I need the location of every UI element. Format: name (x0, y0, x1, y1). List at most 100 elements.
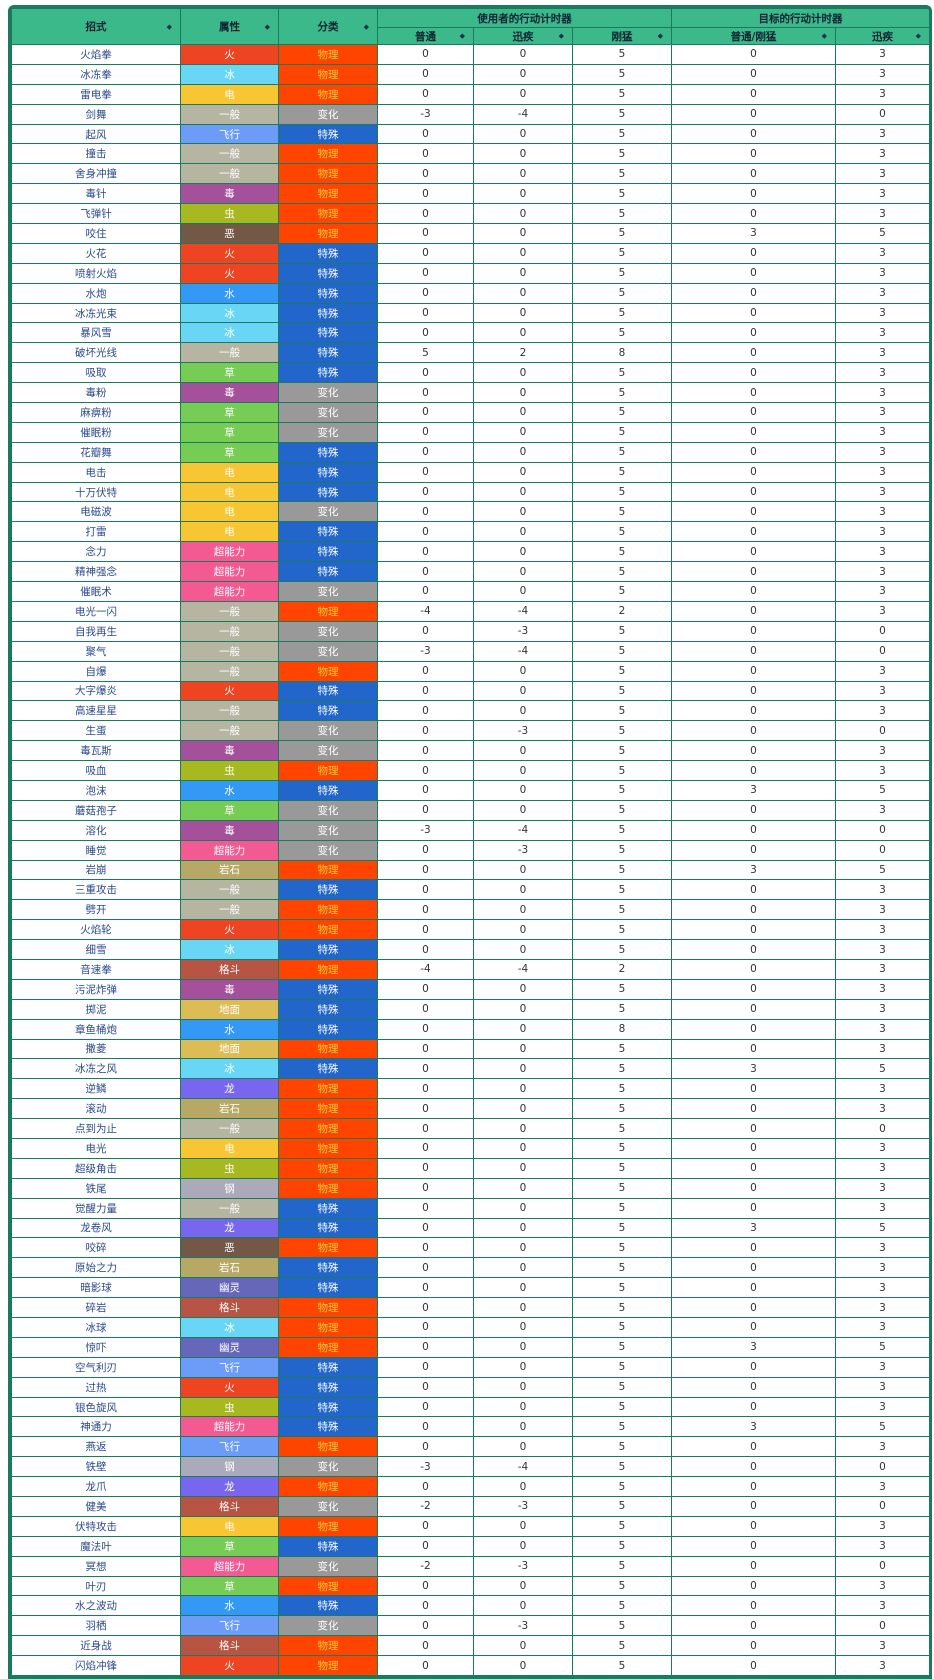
move-name[interactable]: 魔法叶 (11, 1535, 181, 1557)
move-name[interactable]: 银色旋风 (11, 1396, 181, 1418)
move-name[interactable]: 撞击 (11, 143, 181, 165)
move-name[interactable]: 火花 (11, 242, 181, 264)
move-name[interactable]: 催眠术 (11, 581, 181, 602)
move-name[interactable]: 龙卷风 (11, 1217, 181, 1239)
move-name[interactable]: 念力 (11, 541, 181, 563)
move-name[interactable]: 暴风雪 (11, 322, 181, 344)
move-name[interactable]: 睡觉 (11, 839, 181, 861)
move-name[interactable]: 剑舞 (11, 103, 181, 125)
move-name[interactable]: 伏特攻击 (11, 1515, 181, 1537)
move-name[interactable]: 电磁波 (11, 501, 181, 523)
move-name[interactable]: 觉醒力量 (11, 1197, 181, 1219)
move-name[interactable]: 电光 (11, 1137, 181, 1159)
move-name[interactable]: 超级角击 (11, 1157, 181, 1179)
column-header-target-agile[interactable]: 迅疾 (835, 27, 929, 45)
move-name[interactable]: 燕返 (11, 1436, 181, 1458)
move-name[interactable]: 大字爆炎 (11, 680, 181, 702)
category-badge: 特殊 (278, 998, 378, 1020)
user-agile: 0 (473, 163, 573, 185)
move-name[interactable]: 溶化 (11, 819, 181, 841)
column-header-move[interactable]: 招式 (11, 8, 181, 45)
move-name[interactable]: 近身战 (11, 1635, 181, 1657)
column-header-user-normal[interactable]: 普通 (377, 27, 474, 45)
move-name[interactable]: 水之波动 (11, 1595, 181, 1617)
move-name[interactable]: 叶刃 (11, 1575, 181, 1597)
category-badge: 特殊 (278, 1058, 378, 1080)
move-name[interactable]: 聚气 (11, 640, 181, 662)
move-name[interactable]: 铁尾 (11, 1177, 181, 1199)
move-name[interactable]: 水炮 (11, 282, 181, 304)
move-name[interactable]: 细雪 (11, 939, 181, 960)
move-name[interactable]: 起风 (11, 123, 181, 145)
move-name[interactable]: 自我再生 (11, 620, 181, 642)
move-name[interactable]: 冥想 (11, 1555, 181, 1577)
move-name[interactable]: 空气利刃 (11, 1356, 181, 1378)
move-name[interactable]: 音速拳 (11, 958, 181, 980)
move-name[interactable]: 雷电拳 (11, 83, 181, 105)
move-name[interactable]: 催眠粉 (11, 421, 181, 443)
move-name[interactable]: 过热 (11, 1376, 181, 1398)
category-badge: 特殊 (278, 879, 378, 901)
move-name[interactable]: 冰冻光束 (11, 302, 181, 324)
move-name[interactable]: 惊吓 (11, 1336, 181, 1358)
column-header-user-agile[interactable]: 迅疾 (473, 27, 573, 45)
move-name[interactable]: 打雷 (11, 521, 181, 543)
move-name[interactable]: 健美 (11, 1496, 181, 1517)
move-name[interactable]: 碎岩 (11, 1297, 181, 1318)
move-name[interactable]: 毒瓦斯 (11, 740, 181, 762)
move-name[interactable]: 羽栖 (11, 1615, 181, 1637)
move-name[interactable]: 火焰轮 (11, 919, 181, 941)
move-name[interactable]: 蘑菇孢子 (11, 799, 181, 821)
move-name[interactable]: 章鱼桶炮 (11, 1018, 181, 1040)
move-name[interactable]: 暗影球 (11, 1277, 181, 1299)
move-name[interactable]: 自爆 (11, 660, 181, 682)
move-name[interactable]: 麻痹粉 (11, 402, 181, 423)
move-name[interactable]: 喷射火焰 (11, 262, 181, 284)
move-name[interactable]: 精神强念 (11, 561, 181, 583)
move-name[interactable]: 泡沫 (11, 779, 181, 801)
user-agile: 0 (473, 1177, 573, 1199)
move-name[interactable]: 冰球 (11, 1317, 181, 1338)
column-header-type[interactable]: 属性 (180, 8, 279, 45)
move-name[interactable]: 飞弹针 (11, 203, 181, 225)
move-name[interactable]: 毒针 (11, 183, 181, 205)
move-name[interactable]: 吸血 (11, 760, 181, 781)
move-name[interactable]: 花瓣舞 (11, 441, 181, 463)
move-name[interactable]: 污泥炸弹 (11, 978, 181, 1000)
move-name[interactable]: 原始之力 (11, 1257, 181, 1279)
target-agile: 5 (835, 1416, 929, 1438)
move-name[interactable]: 破坏光线 (11, 342, 181, 364)
move-name[interactable]: 舍身冲撞 (11, 163, 181, 185)
move-name[interactable]: 咬住 (11, 223, 181, 244)
move-name[interactable]: 逆鳞 (11, 1078, 181, 1100)
move-name[interactable]: 滚动 (11, 1098, 181, 1120)
column-header-category[interactable]: 分类 (278, 8, 378, 45)
move-name[interactable]: 电光一闪 (11, 600, 181, 622)
table-row: 点到为止 一般 物理 0 0 5 0 0 (11, 1118, 929, 1139)
move-name[interactable]: 毒粉 (11, 382, 181, 404)
move-name[interactable]: 生蛋 (11, 720, 181, 742)
move-name[interactable]: 铁壁 (11, 1456, 181, 1478)
move-name[interactable]: 十万伏特 (11, 481, 181, 503)
move-name[interactable]: 劈开 (11, 899, 181, 921)
type-badge: 超能力 (180, 839, 279, 861)
move-name[interactable]: 咬碎 (11, 1237, 181, 1259)
move-name[interactable]: 掷泥 (11, 998, 181, 1020)
move-name[interactable]: 神通力 (11, 1416, 181, 1438)
move-name[interactable]: 高速星星 (11, 700, 181, 722)
move-name[interactable]: 龙爪 (11, 1476, 181, 1498)
column-header-target-normal-strong[interactable]: 普通/刚猛 (671, 27, 837, 45)
move-name[interactable]: 冰冻之风 (11, 1058, 181, 1080)
move-name[interactable]: 火焰拳 (11, 44, 181, 65)
move-name[interactable]: 撒菱 (11, 1038, 181, 1060)
move-name[interactable]: 岩崩 (11, 859, 181, 881)
move-name[interactable]: 点到为止 (11, 1118, 181, 1139)
column-header-user-strong[interactable]: 刚猛 (571, 27, 673, 45)
move-name[interactable]: 电击 (11, 461, 181, 483)
table-row: 超级角击虫物理 0 0 5 0 3 (11, 1157, 929, 1179)
move-name[interactable]: 闪焰冲锋 (11, 1655, 181, 1677)
move-name[interactable]: 三重攻击 (11, 879, 181, 901)
move-name[interactable]: 冰冻拳 (11, 63, 181, 85)
move-name[interactable]: 吸取 (11, 362, 181, 384)
user-normal: 0 (377, 501, 474, 523)
